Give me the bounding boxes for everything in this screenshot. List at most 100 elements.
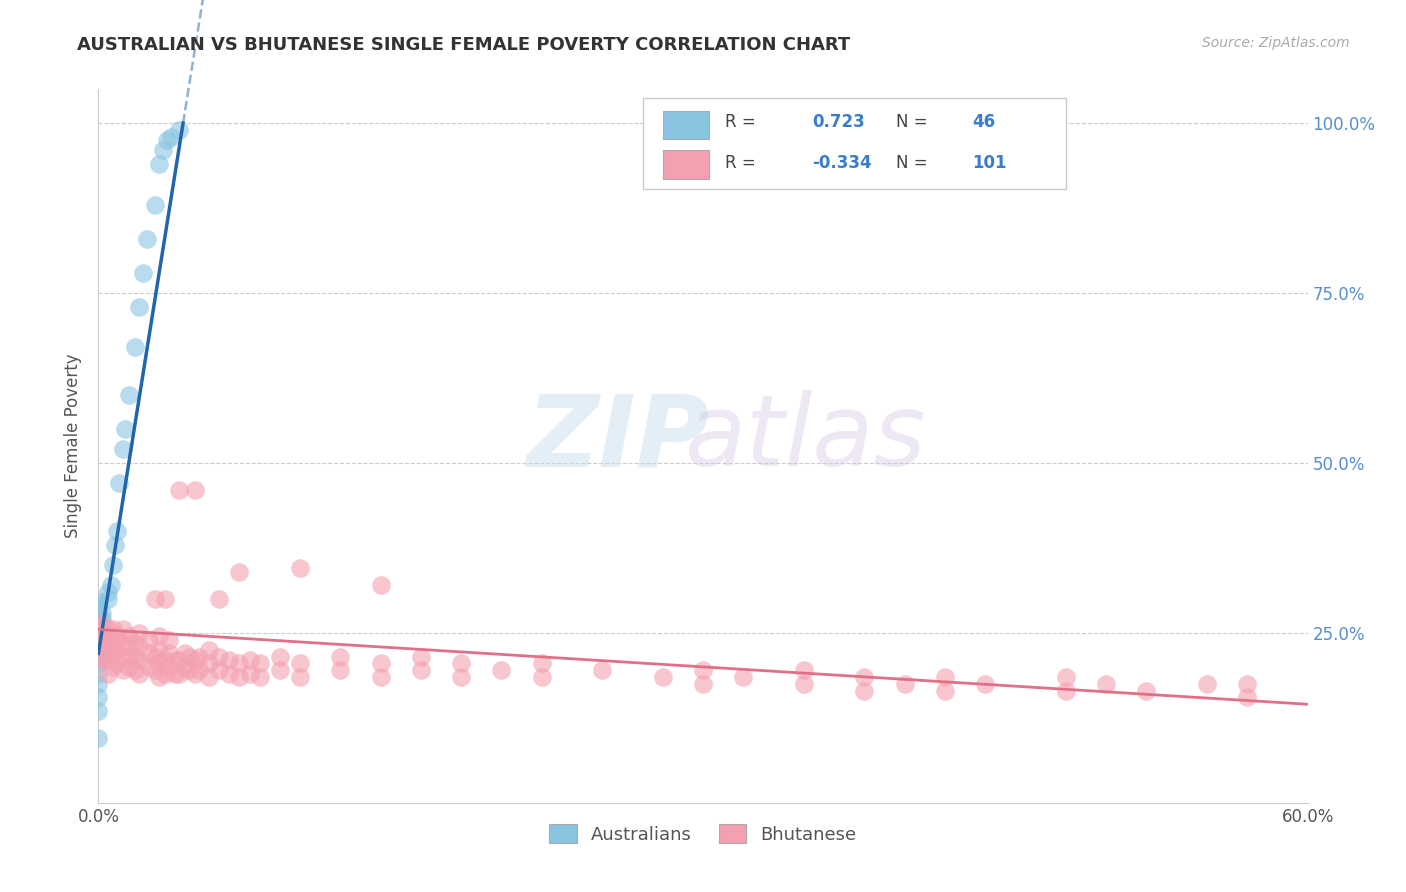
Point	[153, 653, 176, 667]
Point	[218, 666, 240, 681]
Point	[450, 657, 472, 671]
Point	[103, 537, 125, 551]
Point	[651, 670, 673, 684]
Point	[128, 640, 150, 654]
Text: R =: R =	[724, 113, 755, 131]
Point	[152, 144, 174, 158]
Text: AUSTRALIAN VS BHUTANESE SINGLE FEMALE POVERTY CORRELATION CHART: AUSTRALIAN VS BHUTANESE SINGLE FEMALE PO…	[77, 36, 851, 54]
Point	[87, 731, 110, 746]
Point	[1135, 683, 1157, 698]
Point	[156, 133, 179, 147]
Point	[167, 123, 190, 137]
Point	[218, 653, 240, 667]
Point	[174, 646, 197, 660]
Point	[160, 129, 183, 144]
Point	[87, 615, 110, 630]
Point	[143, 663, 166, 677]
Point	[87, 606, 110, 620]
Point	[179, 663, 201, 677]
Point	[105, 643, 128, 657]
Point	[1236, 677, 1258, 691]
Text: 0.723: 0.723	[811, 113, 865, 131]
Point	[87, 615, 110, 630]
Point	[138, 660, 160, 674]
Point	[167, 483, 190, 498]
Point	[148, 643, 170, 657]
Point	[269, 663, 291, 677]
Point	[118, 388, 141, 402]
Point	[409, 649, 432, 664]
Point	[87, 636, 110, 650]
Point	[409, 663, 432, 677]
Point	[87, 677, 110, 691]
Point	[111, 636, 134, 650]
Point	[239, 666, 262, 681]
Point	[101, 558, 124, 572]
Point	[135, 232, 157, 246]
Point	[101, 636, 124, 650]
Text: atlas: atlas	[685, 391, 927, 487]
Point	[157, 646, 180, 660]
Point	[288, 670, 311, 684]
Point	[128, 653, 150, 667]
Point	[1095, 677, 1118, 691]
Point	[124, 663, 146, 677]
Point	[269, 649, 291, 664]
Point	[87, 623, 110, 637]
Point	[148, 629, 170, 643]
Point	[153, 666, 176, 681]
Point	[107, 476, 129, 491]
Point	[114, 422, 136, 436]
Point	[91, 626, 114, 640]
Point	[87, 640, 110, 654]
Point	[591, 663, 613, 677]
Point	[111, 442, 134, 457]
Point	[111, 649, 134, 664]
Point	[87, 612, 110, 626]
Point	[163, 666, 186, 681]
Point	[87, 608, 110, 623]
Point	[329, 649, 352, 664]
Point	[143, 649, 166, 664]
Point	[163, 653, 186, 667]
Point	[148, 157, 170, 171]
Text: ZIP: ZIP	[527, 391, 710, 487]
Point	[167, 653, 190, 667]
Point	[97, 585, 120, 599]
Point	[87, 599, 110, 613]
Point	[105, 524, 128, 538]
Point	[198, 643, 221, 657]
Point	[179, 649, 201, 664]
Point	[530, 670, 553, 684]
FancyBboxPatch shape	[643, 98, 1066, 189]
Point	[329, 663, 352, 677]
Point	[1054, 670, 1077, 684]
Point	[111, 623, 134, 637]
Point	[157, 660, 180, 674]
Text: -0.334: -0.334	[811, 153, 872, 172]
Point	[87, 704, 110, 718]
Point	[853, 683, 876, 698]
Point	[87, 632, 110, 647]
Point	[893, 677, 915, 691]
Point	[101, 623, 124, 637]
Point	[239, 653, 262, 667]
Point	[228, 657, 250, 671]
Point	[148, 657, 170, 671]
Point	[128, 300, 150, 314]
Point	[934, 683, 956, 698]
Point	[974, 677, 997, 691]
Point	[128, 666, 150, 681]
Point	[188, 649, 211, 664]
Point	[87, 595, 110, 609]
Point	[692, 677, 714, 691]
Point	[100, 578, 122, 592]
Point	[370, 670, 392, 684]
Point	[370, 578, 392, 592]
Point	[87, 602, 110, 616]
Point	[105, 657, 128, 671]
Point	[93, 640, 115, 654]
Bar	[664, 150, 709, 178]
Point	[118, 649, 141, 664]
Point	[97, 632, 120, 647]
